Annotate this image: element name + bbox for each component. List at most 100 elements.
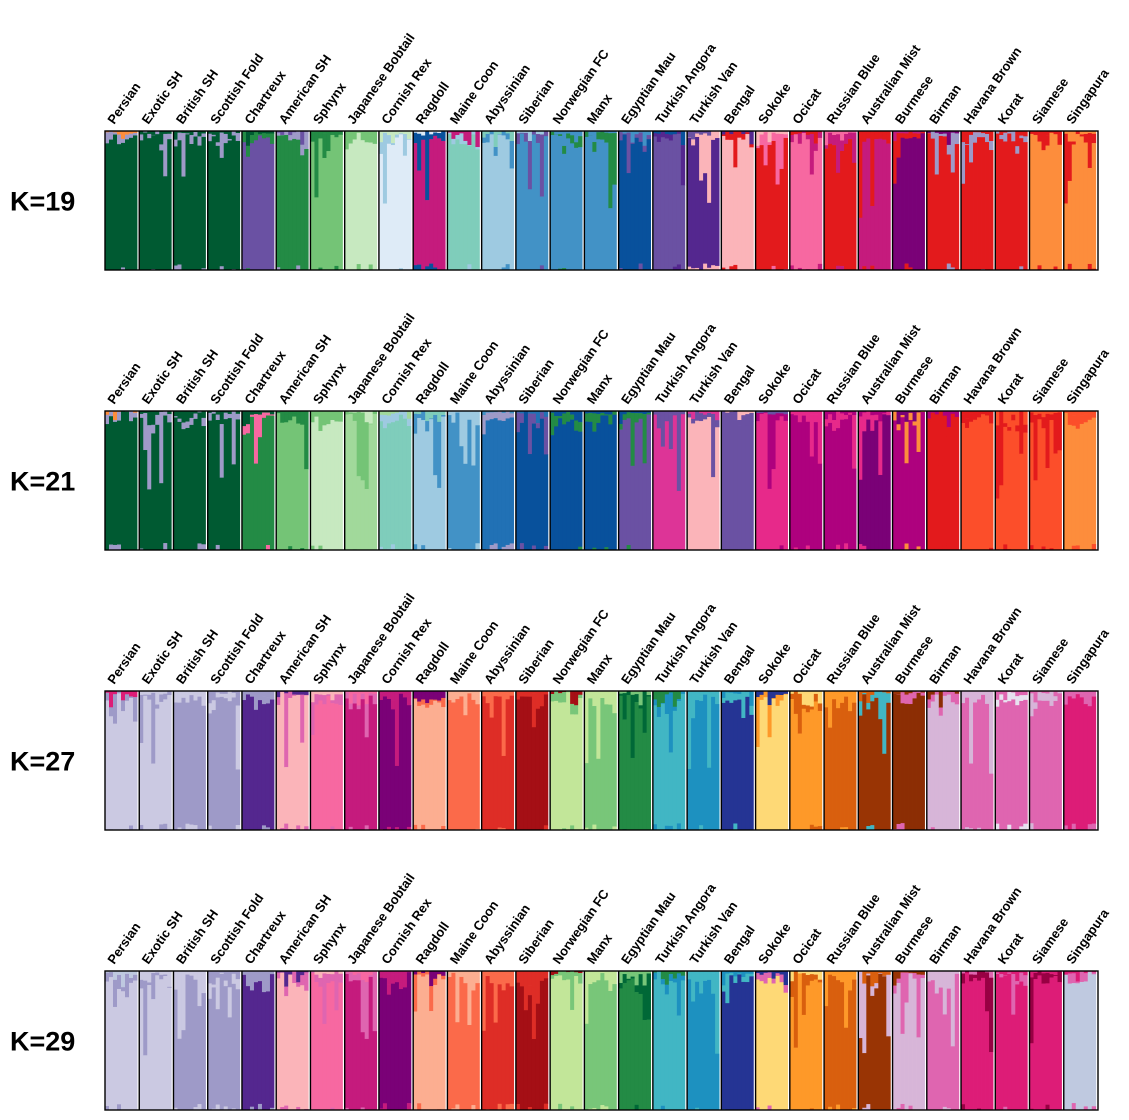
individual-bar	[360, 693, 366, 700]
individual-bar	[433, 411, 438, 416]
individual-bar	[1011, 411, 1016, 415]
individual-bar	[676, 973, 682, 1016]
individual-bar	[326, 971, 331, 975]
individual-bar	[767, 414, 772, 490]
individual-bar	[1019, 826, 1024, 831]
individual-bar	[550, 135, 555, 271]
individual-bar	[197, 696, 202, 831]
individual-bar	[223, 698, 229, 831]
individual-bar	[570, 1106, 575, 1111]
individual-bar	[668, 981, 674, 1111]
individual-bar	[201, 268, 206, 271]
individual-bar	[261, 971, 267, 985]
individual-bar	[946, 988, 952, 1109]
individual-bar	[900, 972, 905, 1035]
individual-bar	[1029, 131, 1034, 135]
individual-bar	[402, 691, 408, 698]
individual-bar	[330, 417, 335, 421]
individual-bar	[471, 131, 476, 135]
individual-bar	[600, 415, 605, 551]
individual-bar	[691, 971, 696, 985]
individual-bar	[368, 693, 374, 696]
individual-bar	[550, 971, 555, 976]
individual-bar	[574, 430, 579, 551]
individual-bar	[870, 205, 875, 266]
individual-bar	[425, 971, 430, 975]
individual-bar	[711, 971, 716, 974]
individual-bar	[257, 976, 263, 982]
individual-bar	[1053, 971, 1058, 976]
individual-bar	[680, 980, 686, 1111]
individual-bar	[163, 699, 168, 825]
individual-bar	[455, 411, 460, 413]
individual-bar	[382, 132, 388, 204]
individual-bar	[878, 973, 883, 975]
individual-bar	[981, 137, 986, 270]
individual-bar	[493, 412, 499, 419]
individual-bar	[926, 133, 932, 271]
individual-bar	[1067, 691, 1073, 694]
individual-bar	[584, 413, 589, 422]
individual-bar	[481, 1030, 487, 1111]
individual-bar	[608, 990, 613, 1111]
individual-bar	[155, 134, 160, 271]
individual-bar	[334, 137, 339, 267]
individual-bar	[390, 709, 396, 831]
individual-bar	[1037, 691, 1042, 693]
individual-bar	[543, 693, 549, 695]
individual-bar	[817, 703, 823, 712]
individual-bar	[1007, 701, 1012, 825]
individual-bar	[870, 825, 875, 831]
individual-bar	[151, 973, 156, 1000]
individual-bar	[314, 971, 319, 975]
individual-bar	[1071, 131, 1077, 142]
individual-bar	[844, 1027, 849, 1111]
individual-bar	[882, 692, 887, 755]
individual-bar	[143, 131, 148, 133]
individual-bar	[801, 131, 807, 134]
individual-bar	[241, 434, 247, 551]
individual-bar	[961, 1104, 966, 1111]
individual-bar	[1029, 691, 1034, 694]
individual-bar	[223, 412, 229, 420]
individual-bar	[257, 691, 263, 701]
individual-bar	[763, 972, 768, 984]
individual-bar	[965, 131, 970, 145]
individual-bar	[840, 419, 845, 551]
individual-bar	[326, 420, 331, 425]
individual-bar	[809, 174, 815, 271]
individual-bar	[1083, 981, 1089, 1107]
individual-bar	[356, 264, 362, 271]
individual-bar	[813, 691, 819, 695]
individual-bar	[1079, 693, 1085, 698]
individual-bar	[1023, 131, 1028, 137]
individual-bar	[535, 411, 541, 424]
individual-bar	[862, 691, 867, 694]
individual-bar	[471, 465, 476, 551]
individual-bar	[801, 973, 807, 1016]
individual-bar	[989, 971, 994, 979]
individual-bar	[965, 427, 970, 551]
individual-bar	[858, 701, 863, 716]
individual-bar	[862, 431, 867, 547]
individual-bar	[664, 971, 670, 985]
individual-bar	[117, 1104, 122, 1111]
individual-bar	[977, 137, 982, 271]
individual-bar	[265, 703, 271, 828]
individual-bar	[211, 984, 217, 988]
individual-bar	[437, 974, 442, 1110]
individual-bar	[892, 420, 897, 551]
individual-bar	[447, 132, 452, 135]
individual-bar	[509, 695, 515, 831]
individual-bar	[235, 411, 241, 415]
individual-bar	[1057, 411, 1062, 413]
individual-bar	[1067, 983, 1073, 1111]
individual-bar	[364, 422, 370, 490]
breed-label: Persian	[104, 360, 143, 407]
individual-bar	[805, 414, 811, 423]
individual-bar	[143, 1055, 148, 1111]
individual-bar	[733, 976, 738, 984]
individual-bar	[965, 418, 970, 429]
individual-bar	[737, 699, 742, 831]
individual-bar	[539, 131, 545, 135]
